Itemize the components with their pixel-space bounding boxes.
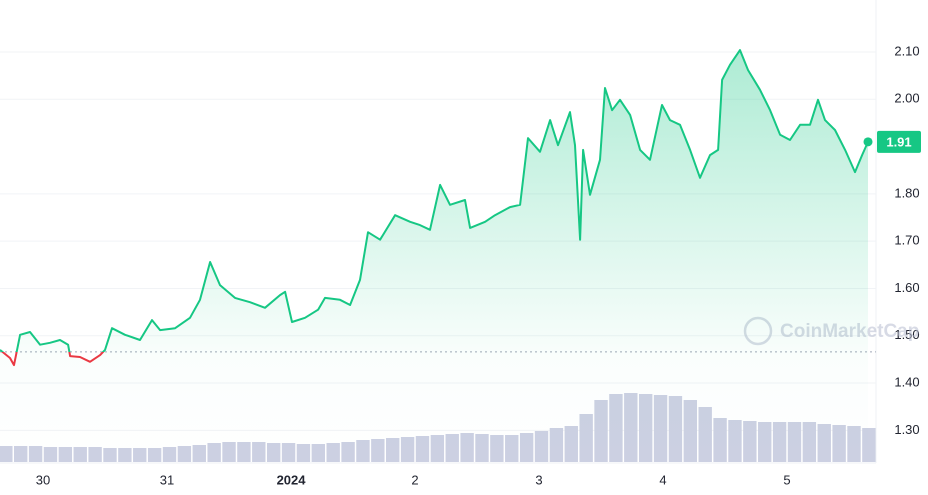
x-tick-label: 3 bbox=[535, 472, 542, 487]
y-tick-label: 1.80 bbox=[894, 185, 919, 200]
price-badge bbox=[877, 130, 921, 153]
y-tick-label: 1.40 bbox=[894, 374, 919, 389]
y-tick-label: 2.10 bbox=[894, 43, 919, 58]
y-tick-label: 1.60 bbox=[894, 280, 919, 295]
x-tick-label: 4 bbox=[659, 472, 666, 487]
y-tick-label: 2.00 bbox=[894, 91, 919, 106]
last-point bbox=[863, 137, 873, 147]
y-tick-label: 1.50 bbox=[894, 327, 919, 342]
x-tick-label: 2 bbox=[411, 472, 418, 487]
x-tick-label: 30 bbox=[36, 472, 50, 487]
x-tick-label: 31 bbox=[160, 472, 174, 487]
price-line bbox=[0, 49, 869, 367]
x-tick-label: 2024 bbox=[277, 472, 307, 487]
x-tick-label: 5 bbox=[783, 472, 790, 487]
price-area bbox=[0, 50, 868, 462]
y-tick-label: 1.30 bbox=[894, 422, 919, 437]
price-badge-label: 1.91 bbox=[886, 134, 911, 149]
y-tick-label: 1.70 bbox=[894, 233, 919, 248]
